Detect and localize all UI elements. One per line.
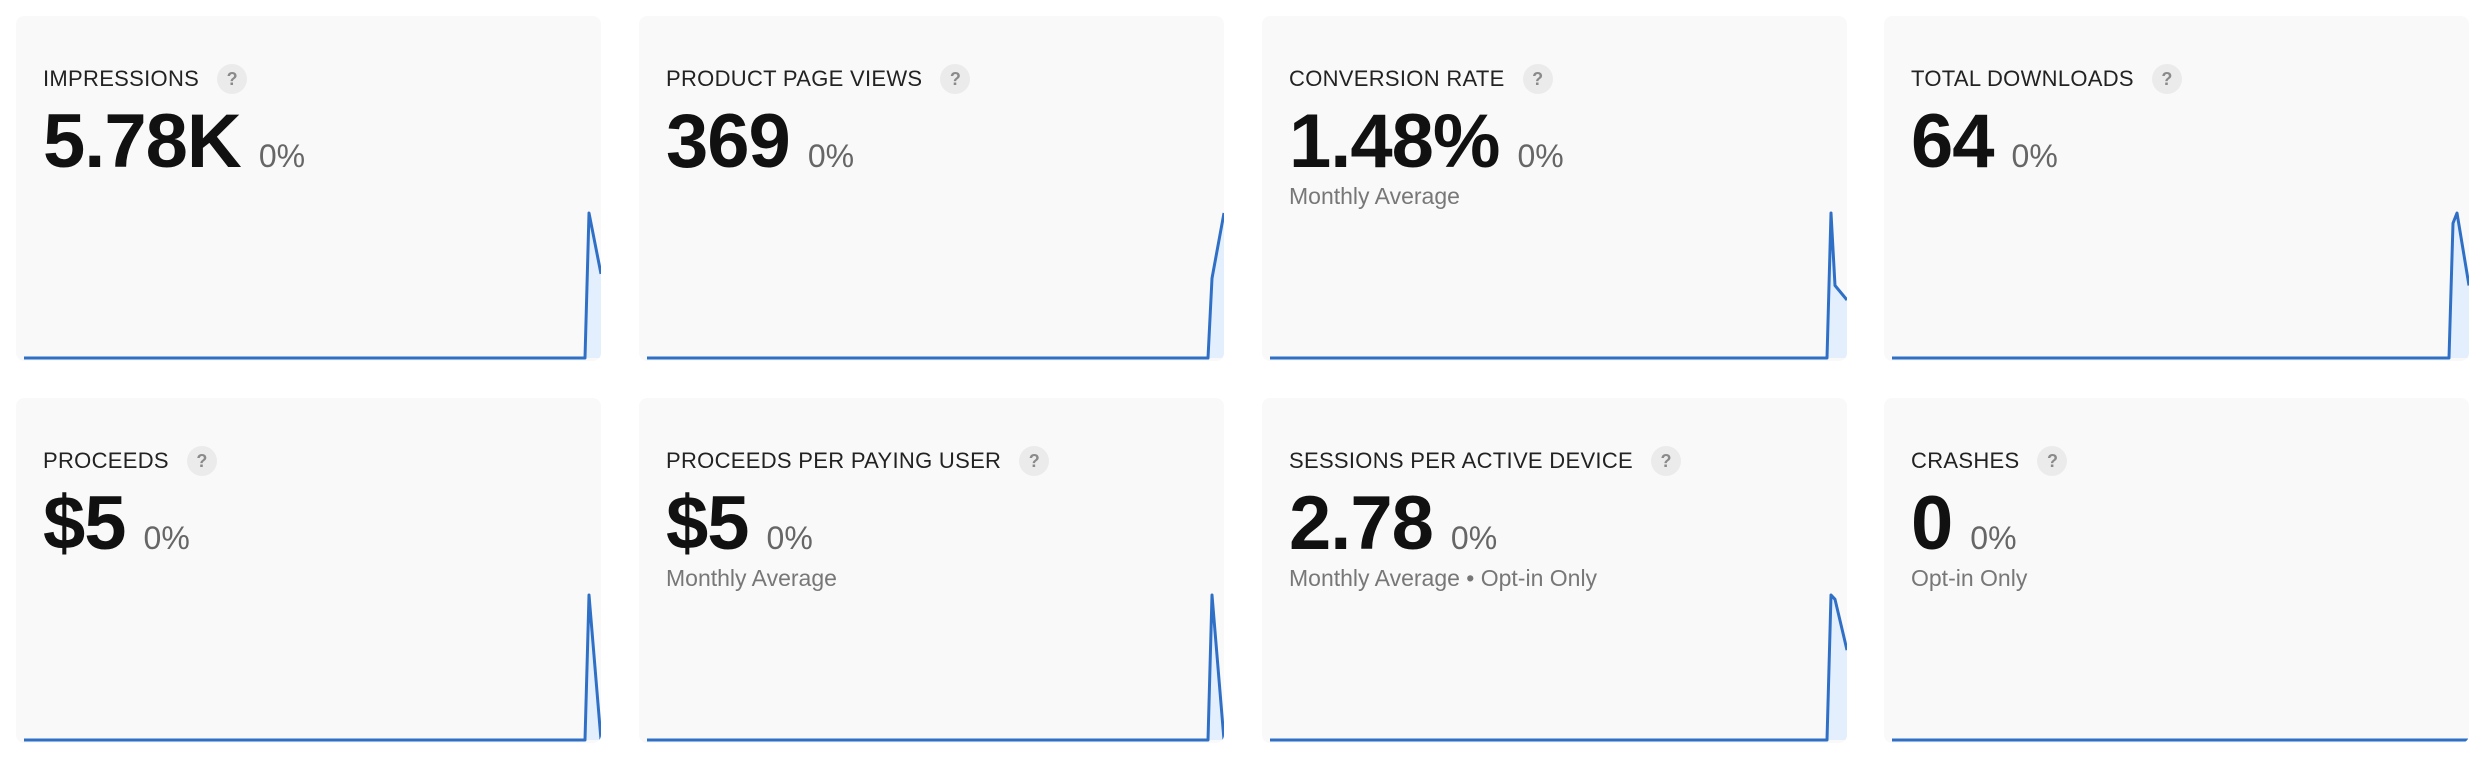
- sparkline-chart: [24, 211, 601, 360]
- sparkline-line: [24, 593, 601, 742]
- metric-value: $5: [666, 481, 750, 566]
- metric-change: 0%: [258, 138, 306, 174]
- metric-change: 0%: [2011, 138, 2058, 174]
- sparkline-line: [1270, 593, 1847, 742]
- metric-card-proceeds[interactable]: PROCEEDS ? $5 0%: [16, 398, 601, 743]
- help-icon[interactable]: ?: [1522, 64, 1553, 94]
- sparkline-chart: [1892, 738, 2469, 742]
- sparkline-chart: [1270, 211, 1847, 360]
- metric-card-sessions-per-active-device[interactable]: SESSIONS PER ACTIVE DEVICE ? 2.78 0% Mon…: [1262, 398, 1847, 743]
- metric-subtitle: Monthly Average: [666, 565, 837, 591]
- sparkline-chart: [647, 212, 1224, 360]
- sparkline-area: [24, 213, 601, 358]
- metric-card-product-page-views[interactable]: PRODUCT PAGE VIEWS ? 369 0%: [639, 16, 1224, 361]
- help-icon[interactable]: ?: [217, 64, 248, 94]
- metric-title-row: PROCEEDS ?: [43, 446, 217, 476]
- metric-change: 0%: [1970, 520, 2017, 556]
- sparkline-line: [24, 211, 601, 360]
- metric-title: PROCEEDS PER PAYING USER: [666, 448, 1002, 473]
- metric-value: 2.78: [1289, 481, 1434, 566]
- sparkline-chart: [647, 593, 1224, 742]
- metric-value: $5: [43, 481, 127, 566]
- metric-card-crashes[interactable]: CRASHES ? 0 0% Opt-in Only: [1884, 398, 2469, 743]
- sparkline-line: [647, 212, 1224, 360]
- metric-title: IMPRESSIONS: [43, 66, 200, 91]
- metric-subtitle: Opt-in Only: [1911, 565, 2028, 591]
- metric-change: 0%: [143, 520, 190, 556]
- metric-subtitle: Monthly Average: [1289, 183, 1460, 209]
- metric-value-row: $5 0%: [666, 480, 813, 567]
- metric-value: 64: [1911, 99, 1995, 184]
- sparkline-area: [1892, 213, 2469, 358]
- sparkline-chart: [1892, 211, 2469, 360]
- metric-value: 369: [666, 99, 791, 184]
- metric-value-row: 369 0%: [666, 98, 854, 185]
- help-icon[interactable]: ?: [2151, 64, 2182, 94]
- metric-card-proceeds-per-paying-user[interactable]: PROCEEDS PER PAYING USER ? $5 0% Monthly…: [639, 398, 1224, 743]
- metric-value-row: 5.78K 0%: [43, 98, 305, 185]
- metric-value: 0: [1911, 481, 1953, 566]
- metric-card-total-downloads[interactable]: TOTAL DOWNLOADS ? 64 0%: [1884, 16, 2469, 361]
- sparkline-area: [647, 213, 1224, 358]
- metric-value: 1.48%: [1289, 99, 1500, 184]
- sparkline-chart: [1270, 593, 1847, 742]
- metric-change: 0%: [1450, 520, 1498, 556]
- metric-card-impressions[interactable]: IMPRESSIONS ? 5.78K 0%: [16, 16, 601, 361]
- help-icon[interactable]: ?: [2037, 446, 2068, 476]
- sparkline-area: [1270, 595, 1847, 740]
- sparkline-area: [1270, 213, 1847, 358]
- metric-title-row: PROCEEDS PER PAYING USER ?: [666, 446, 1050, 476]
- metric-title-row: PRODUCT PAGE VIEWS ?: [666, 64, 971, 94]
- metric-title: TOTAL DOWNLOADS: [1911, 66, 2134, 91]
- sparkline-area: [24, 595, 601, 740]
- metric-title-row: SESSIONS PER ACTIVE DEVICE ?: [1289, 446, 1682, 476]
- metric-title: CRASHES: [1911, 448, 2020, 473]
- help-icon[interactable]: ?: [1651, 446, 1682, 476]
- sparkline-line: [647, 593, 1224, 742]
- metric-card-conversion-rate[interactable]: CONVERSION RATE ? 1.48% 0% Monthly Avera…: [1262, 16, 1847, 361]
- help-icon[interactable]: ?: [186, 446, 217, 476]
- metric-value-row: 2.78 0%: [1289, 480, 1497, 567]
- metric-title: SESSIONS PER ACTIVE DEVICE: [1289, 448, 1634, 473]
- sparkline-line: [1892, 211, 2469, 360]
- metric-change: 0%: [766, 520, 813, 556]
- metric-title: PRODUCT PAGE VIEWS: [666, 66, 923, 91]
- metric-title-row: CRASHES ?: [1911, 446, 2068, 476]
- metric-value-row: 1.48% 0%: [1289, 98, 1564, 185]
- metric-value-row: 0 0%: [1911, 480, 2017, 567]
- metric-title: PROCEEDS: [43, 448, 169, 473]
- metric-value-row: $5 0%: [43, 480, 190, 567]
- metric-title-row: TOTAL DOWNLOADS ?: [1911, 64, 2182, 94]
- help-icon[interactable]: ?: [940, 64, 971, 94]
- metric-change: 0%: [807, 138, 855, 174]
- metric-title-row: IMPRESSIONS ?: [43, 64, 248, 94]
- metric-value: 5.78K: [43, 99, 242, 184]
- metric-change: 0%: [1517, 138, 1564, 174]
- metric-title: CONVERSION RATE: [1289, 66, 1505, 91]
- metric-value-row: 64 0%: [1911, 98, 2058, 185]
- metric-title-row: CONVERSION RATE ?: [1289, 64, 1553, 94]
- metric-subtitle: Monthly Average • Opt-in Only: [1289, 565, 1598, 591]
- sparkline-area: [647, 595, 1224, 740]
- help-icon[interactable]: ?: [1019, 446, 1050, 476]
- sparkline-chart: [24, 593, 601, 742]
- sparkline-line: [1270, 211, 1847, 360]
